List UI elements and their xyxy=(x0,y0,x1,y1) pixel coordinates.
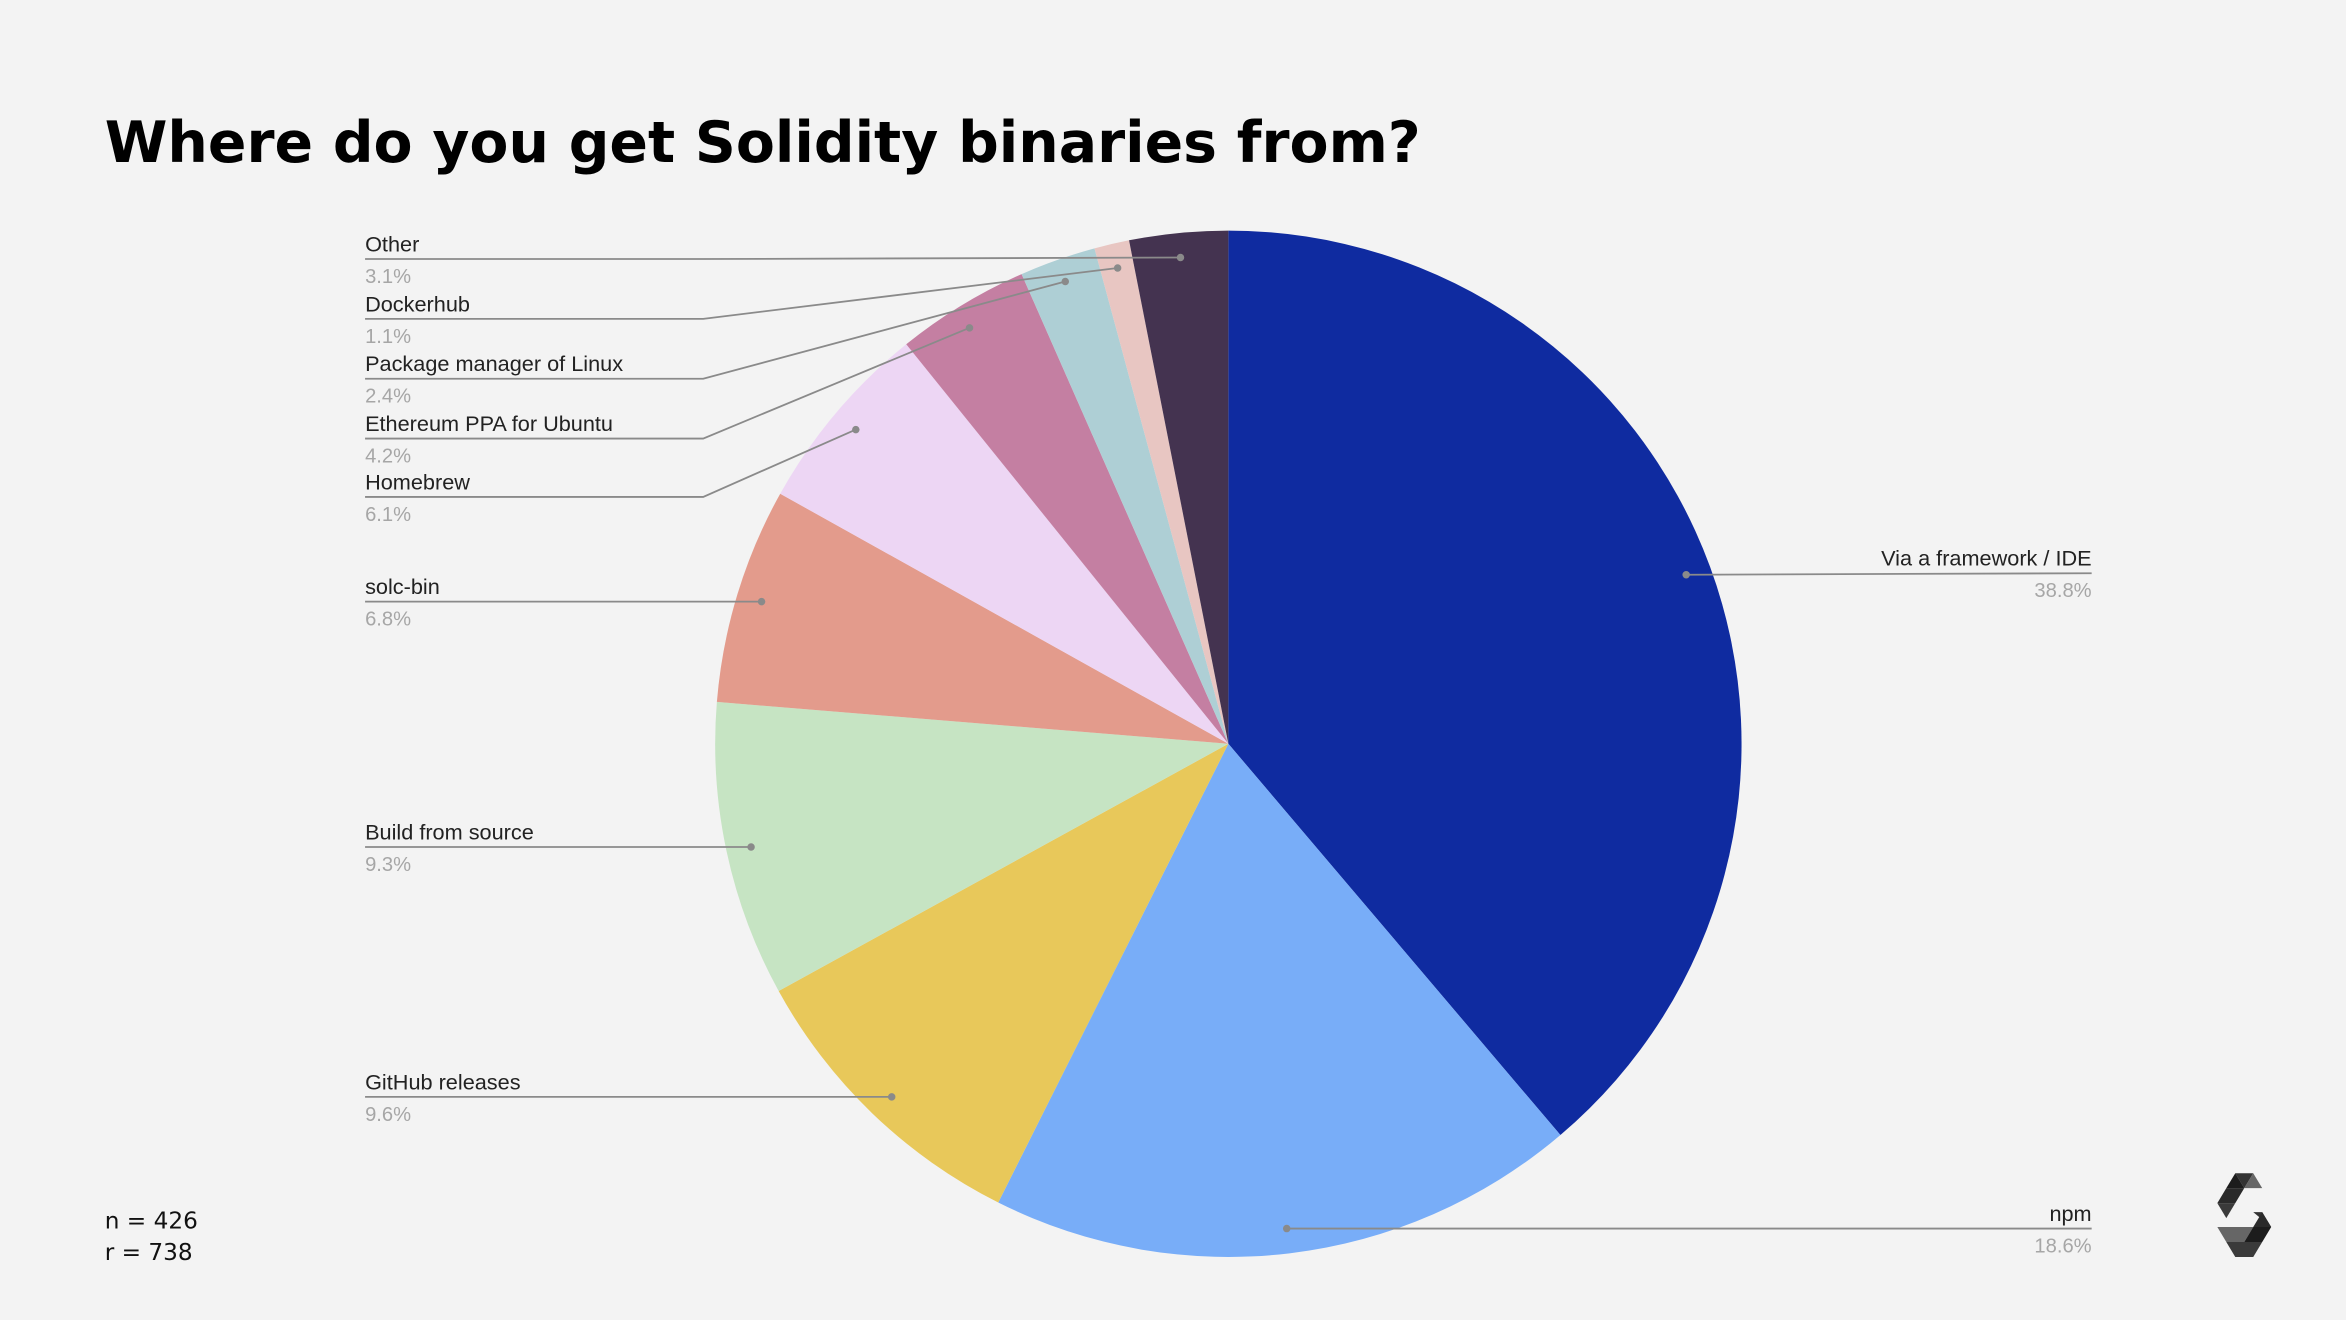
slice-value: 3.1% xyxy=(365,266,411,288)
slice-value: 9.6% xyxy=(365,1104,411,1126)
slice-label: Build from source xyxy=(365,820,534,845)
slice-label: solc-bin xyxy=(365,574,440,599)
leader-dot xyxy=(965,324,974,332)
pie-labels: Via a framework / IDE 38.8% npm 18.6% GitHub… xyxy=(365,232,2092,1258)
pie-label: Other 3.1% xyxy=(365,232,1185,288)
leader-dot xyxy=(852,425,860,434)
slice-label: Homebrew xyxy=(365,469,470,494)
slice-value: 4.2% xyxy=(365,446,411,468)
leader-line xyxy=(365,280,1066,380)
slice-value: 1.1% xyxy=(365,326,411,348)
chart-title: Where do you get Solidity binaries from? xyxy=(105,110,1421,176)
pie-slice xyxy=(778,743,1229,1203)
pie-label: Homebrew 6.1% xyxy=(365,425,860,526)
pie-slice xyxy=(780,344,1229,744)
slice-value: 18.6% xyxy=(2034,1235,2091,1257)
slice-value: 6.8% xyxy=(365,609,411,631)
slice-value: 6.1% xyxy=(365,504,411,526)
slice-value: 2.4% xyxy=(365,386,411,408)
slice-label: Dockerhub xyxy=(365,291,470,316)
pie-label: Build from source 9.3% xyxy=(365,820,755,876)
leader-dot xyxy=(887,1093,896,1101)
pie-slice xyxy=(998,743,1561,1257)
pie-slice xyxy=(716,493,1229,744)
pie-label: GitHub releases 9.6% xyxy=(365,1069,896,1126)
leader-dot xyxy=(1113,264,1122,272)
pie-chart xyxy=(715,230,1742,1257)
pie-slice xyxy=(1129,230,1229,744)
slice-label: Package manager of Linux xyxy=(365,351,623,376)
leader-line xyxy=(365,256,1181,260)
leader-dot xyxy=(1682,570,1690,579)
leader-dot xyxy=(747,843,755,851)
pie-label: Dockerhub 1.1% xyxy=(365,264,1122,348)
slice-label: Other xyxy=(365,232,419,257)
pie-slice xyxy=(1021,248,1229,744)
pie-slice xyxy=(1094,240,1229,744)
slice-label: Ethereum PPA for Ubuntu xyxy=(365,411,613,436)
leader-line xyxy=(365,428,857,498)
pie-label: Package manager of Linux 2.4% xyxy=(365,277,1070,408)
pie-slice xyxy=(1228,230,1742,1136)
pie-label: solc-bin 6.8% xyxy=(365,574,766,631)
pie-label: npm 18.6% xyxy=(1282,1201,2092,1257)
pie-slice xyxy=(906,274,1229,744)
solidity-logo-icon xyxy=(2217,1173,2272,1257)
leader-line xyxy=(365,267,1118,320)
slice-value: 9.3% xyxy=(365,854,411,876)
pie-label: Ethereum PPA for Ubuntu 4.2% xyxy=(365,324,974,468)
slice-label: Via a framework / IDE xyxy=(1881,546,2092,571)
pie-slice xyxy=(715,701,1229,992)
leader-line xyxy=(1686,572,2092,576)
slice-label: GitHub releases xyxy=(365,1069,521,1094)
leader-dot xyxy=(1176,253,1185,262)
sample-size-n: n = 426 xyxy=(105,1208,198,1235)
leader-dot xyxy=(757,597,766,606)
leader-line xyxy=(365,327,970,440)
pie-label: Via a framework / IDE 38.8% xyxy=(1682,546,2092,602)
leader-dot xyxy=(1061,277,1070,286)
leader-dot xyxy=(1282,1224,1291,1233)
slice-value: 38.8% xyxy=(2034,580,2091,602)
responses-r: r = 738 xyxy=(105,1239,193,1266)
slice-label: npm xyxy=(2049,1201,2091,1226)
